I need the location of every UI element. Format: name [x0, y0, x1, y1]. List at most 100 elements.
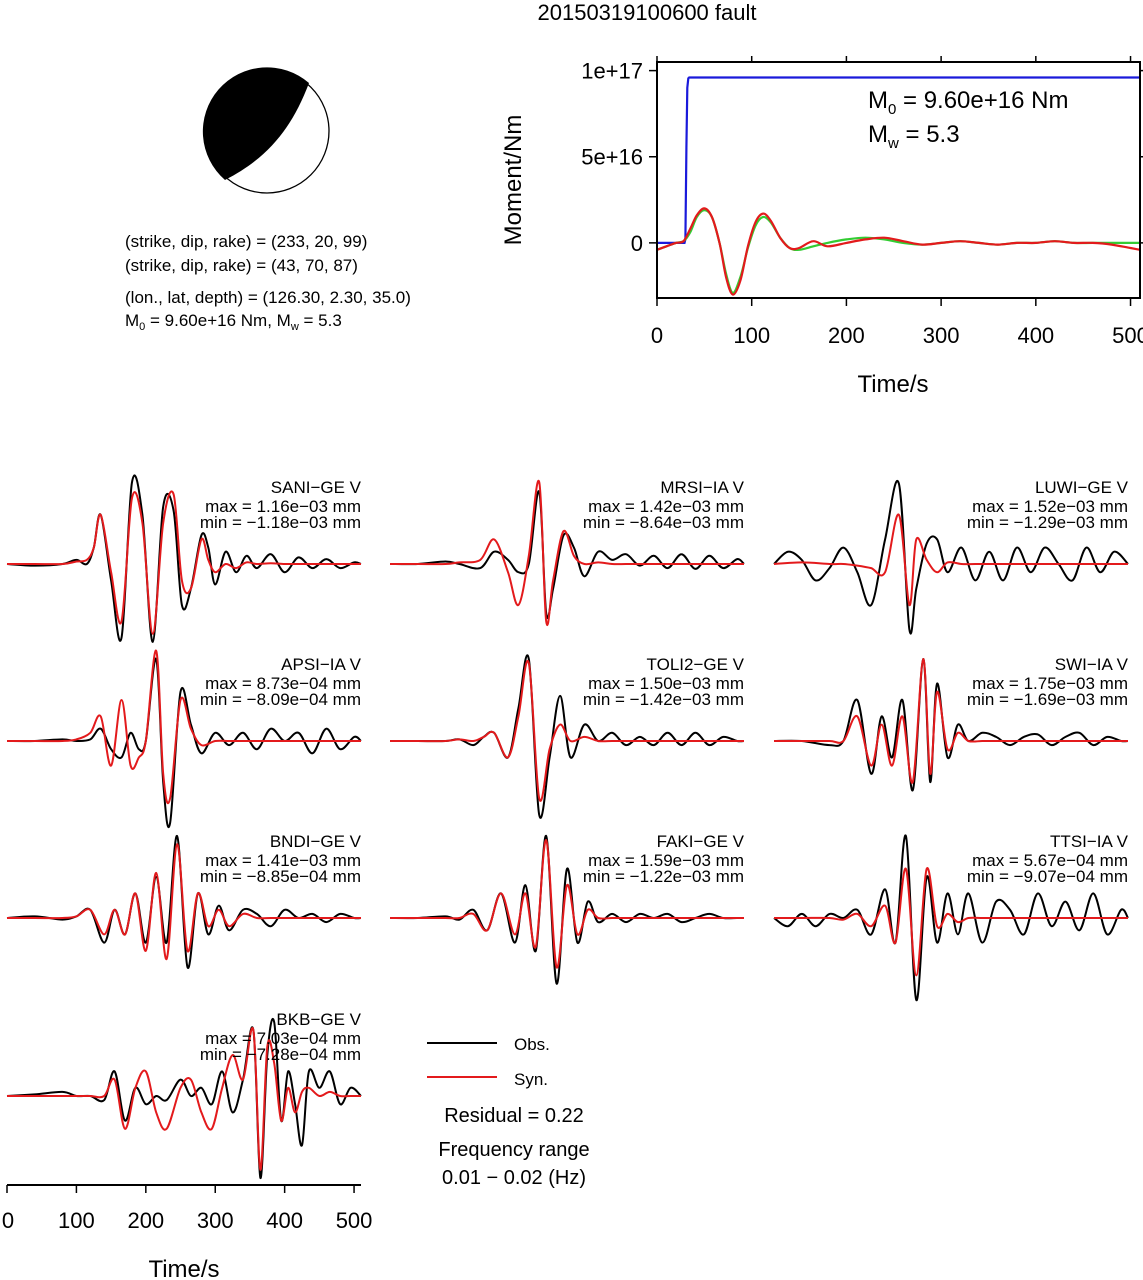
- moment-ytick-label: 1e+17: [581, 59, 643, 84]
- syn-trace: [774, 867, 1128, 977]
- focal-m0-prefix: M: [125, 311, 139, 330]
- station-max: max = 1.16e−03 mm: [205, 497, 361, 516]
- legend: Obs. Syn. Residual = 0.22 Frequency rang…: [427, 1035, 590, 1189]
- syn-trace: [390, 659, 744, 802]
- station-label: SANI−GE V: [271, 478, 362, 497]
- beach-ball: [202, 67, 330, 194]
- syn-trace: [774, 657, 1128, 784]
- focal-moment: M0 = 9.60e+16 Nm, Mw = 5.3: [125, 311, 342, 333]
- legend-frequency-range: 0.01 − 0.02 (Hz): [442, 1167, 586, 1189]
- beach-ball-compressional-quadrant: [202, 67, 309, 180]
- station-label: TTSI−IA V: [1050, 832, 1129, 851]
- waveform-xlabel: Time/s: [148, 1256, 219, 1280]
- waveform-xtick-label: 300: [197, 1208, 234, 1233]
- obs-trace: [390, 654, 745, 819]
- station-min: min = −8.09e−04 mm: [200, 690, 361, 709]
- moment-panel: 0 5e+16 1e+17 0 100 200 300 400 500 Moment/Nm T…: [500, 56, 1143, 398]
- moment-series-0: [657, 76, 1140, 244]
- station-max: max = 7.03e−04 mm: [205, 1029, 361, 1048]
- moment-plot-frame: [656, 61, 1141, 299]
- focal-plane-2: (strike, dip, rake) = (43, 70, 87): [125, 256, 358, 275]
- station-min: min = −9.07e−04 mm: [967, 867, 1128, 886]
- syn-trace: [6, 490, 361, 635]
- syn-trace: [6, 1027, 361, 1171]
- moment-xtick-label: 400: [1017, 323, 1054, 348]
- station-max: max = 1.59e−03 mm: [588, 851, 744, 870]
- page-title: 20150319100600 fault: [538, 0, 757, 25]
- moment-ytick-label: 0: [631, 231, 643, 256]
- station-min: min = −8.85e−04 mm: [200, 867, 361, 886]
- station-label: BNDI−GE V: [270, 832, 362, 851]
- legend-syn-label: Syn.: [514, 1070, 548, 1089]
- moment-yticks: 0 5e+16 1e+17: [581, 59, 1143, 256]
- waveform-xaxis: 0 100 200 300 400 500: [2, 1184, 373, 1233]
- station-min: min = −1.42e−03 mm: [583, 690, 744, 709]
- station-min: min = −1.29e−03 mm: [967, 513, 1128, 532]
- station-max: max = 1.50e−03 mm: [588, 674, 744, 693]
- station-label: LUWI−GE V: [1035, 478, 1129, 497]
- waveform-xtick-label: 500: [336, 1208, 373, 1233]
- moment-xtick-label: 300: [923, 323, 960, 348]
- moment-xtick-label: 0: [651, 323, 663, 348]
- legend-residual: Residual = 0.22: [444, 1105, 584, 1127]
- waveform-xtick-label: 0: [2, 1208, 14, 1233]
- syn-trace: [773, 513, 1128, 607]
- moment-xtick-label: 100: [733, 323, 770, 348]
- waveform-xtick-label: 100: [58, 1208, 95, 1233]
- moment-xtick-label: 500: [1112, 323, 1143, 348]
- station-max: max = 1.42e−03 mm: [588, 497, 744, 516]
- station-min: min = −7.28e−04 mm: [200, 1045, 361, 1064]
- station-label: FAKI−GE V: [657, 832, 745, 851]
- waveform-xtick-label: 400: [266, 1208, 303, 1233]
- moment-xlabel: Time/s: [857, 371, 928, 398]
- obs-trace: [773, 479, 1129, 635]
- station-label: SWI−IA V: [1055, 655, 1129, 674]
- focal-mw-rest: = 5.3: [299, 311, 342, 330]
- moment-ytick-label: 5e+16: [581, 145, 643, 170]
- syn-trace: [389, 479, 744, 626]
- station-max: max = 1.75e−03 mm: [972, 674, 1128, 693]
- station-max: max = 8.73e−04 mm: [205, 674, 361, 693]
- moment-annotation-m0: M0 = 9.60e+16 Nm: [868, 87, 1068, 118]
- syn-trace: [7, 649, 361, 805]
- station-label: APSI−IA V: [281, 655, 362, 674]
- station-min: min = −8.64e−03 mm: [583, 513, 744, 532]
- moment-plot-area: [656, 76, 1141, 296]
- moment-annotation-mw: Mw = 5.3: [868, 121, 960, 152]
- station-label: TOLI2−GE V: [647, 655, 745, 674]
- station-min: min = −1.18e−03 mm: [200, 513, 361, 532]
- station-max: max = 1.41e−03 mm: [205, 851, 361, 870]
- station-max: max = 1.52e−03 mm: [972, 497, 1128, 516]
- station-max: max = 5.67e−04 mm: [972, 851, 1128, 870]
- focal-location: (lon., lat, depth) = (126.30, 2.30, 35.0…: [125, 288, 411, 307]
- moment-xticks: 0 100 200 300 400 500: [651, 56, 1143, 348]
- station-min: min = −1.22e−03 mm: [583, 867, 744, 886]
- moment-series-2: [656, 207, 1141, 296]
- station-label: BKB−GE V: [276, 1010, 361, 1029]
- legend-frequency-title: Frequency range: [438, 1139, 589, 1161]
- obs-trace: [773, 834, 1129, 1002]
- station-min: min = −1.69e−03 mm: [967, 690, 1128, 709]
- legend-obs-label: Obs.: [514, 1035, 550, 1054]
- obs-trace: [6, 1018, 362, 1180]
- syn-trace: [390, 839, 744, 969]
- moment-series-1: [656, 208, 1140, 294]
- moment-ylabel: Moment/Nm: [500, 115, 527, 246]
- moment-xtick-label: 200: [828, 323, 865, 348]
- syn-trace: [7, 843, 361, 961]
- focal-plane-1: (strike, dip, rake) = (233, 20, 99): [125, 232, 367, 251]
- focal-m0-rest: = 9.60e+16 Nm, M: [145, 311, 291, 330]
- waveform-xtick-label: 200: [127, 1208, 164, 1233]
- station-label: MRSI−IA V: [660, 478, 744, 497]
